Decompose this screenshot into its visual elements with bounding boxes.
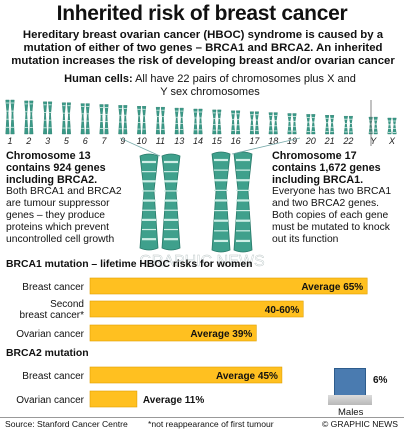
- category-label: Ovarian cancer: [16, 329, 84, 340]
- risk-bar-chart: Breast cancer Average 65% Second breast can…: [16, 277, 368, 408]
- chromosome-label: X: [388, 136, 396, 146]
- chromosome-number-labels: 1 2 3 5 6 7 9 10 11 13 14 15 16 17 18 19 20 21 22 Y X: [7, 136, 396, 146]
- human-cells-text: All have 22 pairs of chromosomes plus X …: [135, 73, 356, 98]
- human-cells-caption: Human cells: All have 22 pairs of chromo…: [60, 73, 360, 98]
- chromosome-7: [99, 104, 109, 135]
- value-label: Average 11%: [143, 395, 204, 406]
- chromosome-15: [212, 109, 222, 135]
- chromosome-9: [118, 105, 128, 135]
- chromosome-1: [5, 99, 15, 135]
- human-cells-label: Human cells:: [64, 73, 133, 85]
- chromosome-label: 9: [120, 136, 125, 146]
- brca1-section-title: BRCA1 mutation – lifetime HBOC risks for…: [6, 259, 253, 270]
- chromosome-17: [249, 111, 259, 135]
- chromosome-label: 2: [25, 136, 31, 146]
- bar: [89, 366, 283, 384]
- chromosome-21: [325, 115, 335, 135]
- brca2-section-title: BRCA2 mutation: [6, 348, 89, 359]
- bar: [89, 300, 304, 318]
- chromosome-label: 1: [7, 136, 12, 146]
- bar-row: Second breast cancer* 40-60%: [20, 299, 304, 321]
- chromosome-3: [43, 101, 53, 135]
- chromosome-label: 17: [249, 136, 260, 146]
- chromosome-2: [24, 100, 34, 135]
- chromosome-label: 20: [305, 136, 316, 146]
- chr17-body: Everyone has two BRCA1 and two BRCA2 gen…: [272, 186, 392, 245]
- bar-row: Breast cancer Average 45%: [22, 366, 283, 384]
- chromosome-label: 21: [324, 136, 335, 146]
- bar-row: Ovarian cancer Average 39%: [16, 324, 257, 342]
- category-label: Breast cancer: [22, 282, 84, 293]
- category-label: Breast cancer: [22, 371, 84, 382]
- chromosome-Y: [368, 116, 378, 135]
- chromosome-label: 3: [45, 136, 50, 146]
- chromosome-label: 15: [212, 136, 223, 146]
- chromosome-18: [268, 112, 278, 135]
- chromosome-label: 13: [174, 136, 184, 146]
- chromosome-X: [387, 117, 397, 135]
- chromosome-label: 14: [193, 136, 203, 146]
- chromosome-label: 19: [287, 136, 297, 146]
- chromosome-label: 5: [64, 136, 70, 146]
- value-label: 40-60%: [265, 305, 300, 316]
- source-text: Source: Stanford Cancer Centre: [5, 419, 128, 429]
- chromosome-illustration: 1 2 3 5 6 7 9 10 11 13 14 15 16 17 18 19 20 21 22 Y X GRAPHI…: [5, 99, 397, 268]
- bar-group-2: Breast cancer Average 45% Ovarian cancer Av…: [16, 366, 283, 408]
- chromosome-label: 7: [101, 136, 107, 146]
- chromosome-13-enlarged: [139, 153, 181, 251]
- bar-row: Ovarian cancer Average 11%: [16, 390, 204, 408]
- chromosome-11: [155, 107, 165, 135]
- chromosome-16: [231, 110, 241, 135]
- bar: [89, 390, 138, 408]
- intro-text: Hereditary breast ovarian cancer (HBOC) …: [11, 29, 395, 67]
- chromosome-label: 16: [231, 136, 241, 146]
- chromosome-13: [174, 107, 184, 135]
- males-value-label: 6%: [373, 375, 388, 386]
- value-label: Average 39%: [190, 329, 252, 340]
- footnote-text: *not reappearance of first tumour: [148, 419, 274, 429]
- value-label: Average 65%: [301, 282, 363, 293]
- chromosome-label: 10: [137, 136, 147, 146]
- males-bar-base: [328, 395, 372, 405]
- chromosome-row: [5, 99, 397, 146]
- chromosome-6: [80, 103, 90, 135]
- bar: [89, 277, 368, 295]
- chromosome-label: 6: [83, 136, 88, 146]
- footer-divider: [0, 417, 404, 418]
- chromosome-17-description: Chromosome 17 contains 1,672 genes inclu…: [272, 150, 400, 246]
- chromosome-13-description: Chromosome 13 contains 924 genes includi…: [6, 150, 134, 246]
- chr17-heading: Chromosome 17 contains 1,672 genes inclu…: [272, 150, 381, 186]
- chromosome-22: [343, 116, 353, 135]
- value-label: Average 45%: [216, 371, 278, 382]
- chromosome-label: 18: [268, 136, 278, 146]
- chromosome-17-enlarged: [211, 151, 253, 253]
- page-title: Inherited risk of breast cancer: [56, 2, 348, 25]
- bar: [89, 324, 257, 342]
- pointer-line-13: [119, 137, 161, 157]
- category-label: Second breast cancer*: [20, 299, 85, 321]
- males-bar: [334, 368, 366, 396]
- bar-group-1: Breast cancer Average 65% Second breast can…: [16, 277, 368, 342]
- chromosome-19: [287, 113, 297, 135]
- chromosome-10: [137, 106, 147, 135]
- credit-text: © GRAPHIC NEWS: [321, 419, 398, 429]
- enlarged-chromosomes: [119, 137, 301, 253]
- watermark: GRAPHIC NEWS: [139, 253, 264, 268]
- chromosome-5: [61, 102, 71, 135]
- chromosome-label: Y: [370, 136, 377, 146]
- males-label: Males: [338, 407, 364, 418]
- chromosome-label: 11: [156, 136, 165, 146]
- chr13-body: Both BRCA1 and BRCA2 are tumour suppress…: [6, 186, 122, 245]
- category-label: Ovarian cancer: [16, 395, 84, 406]
- chromosome-label: 22: [342, 136, 353, 146]
- pointer-line-17: [231, 137, 301, 155]
- chromosome-20: [306, 114, 316, 135]
- chr13-heading: Chromosome 13 contains 924 genes includi…: [6, 150, 106, 186]
- chromosome-14: [193, 108, 203, 135]
- bar-row: Breast cancer Average 65%: [22, 277, 368, 295]
